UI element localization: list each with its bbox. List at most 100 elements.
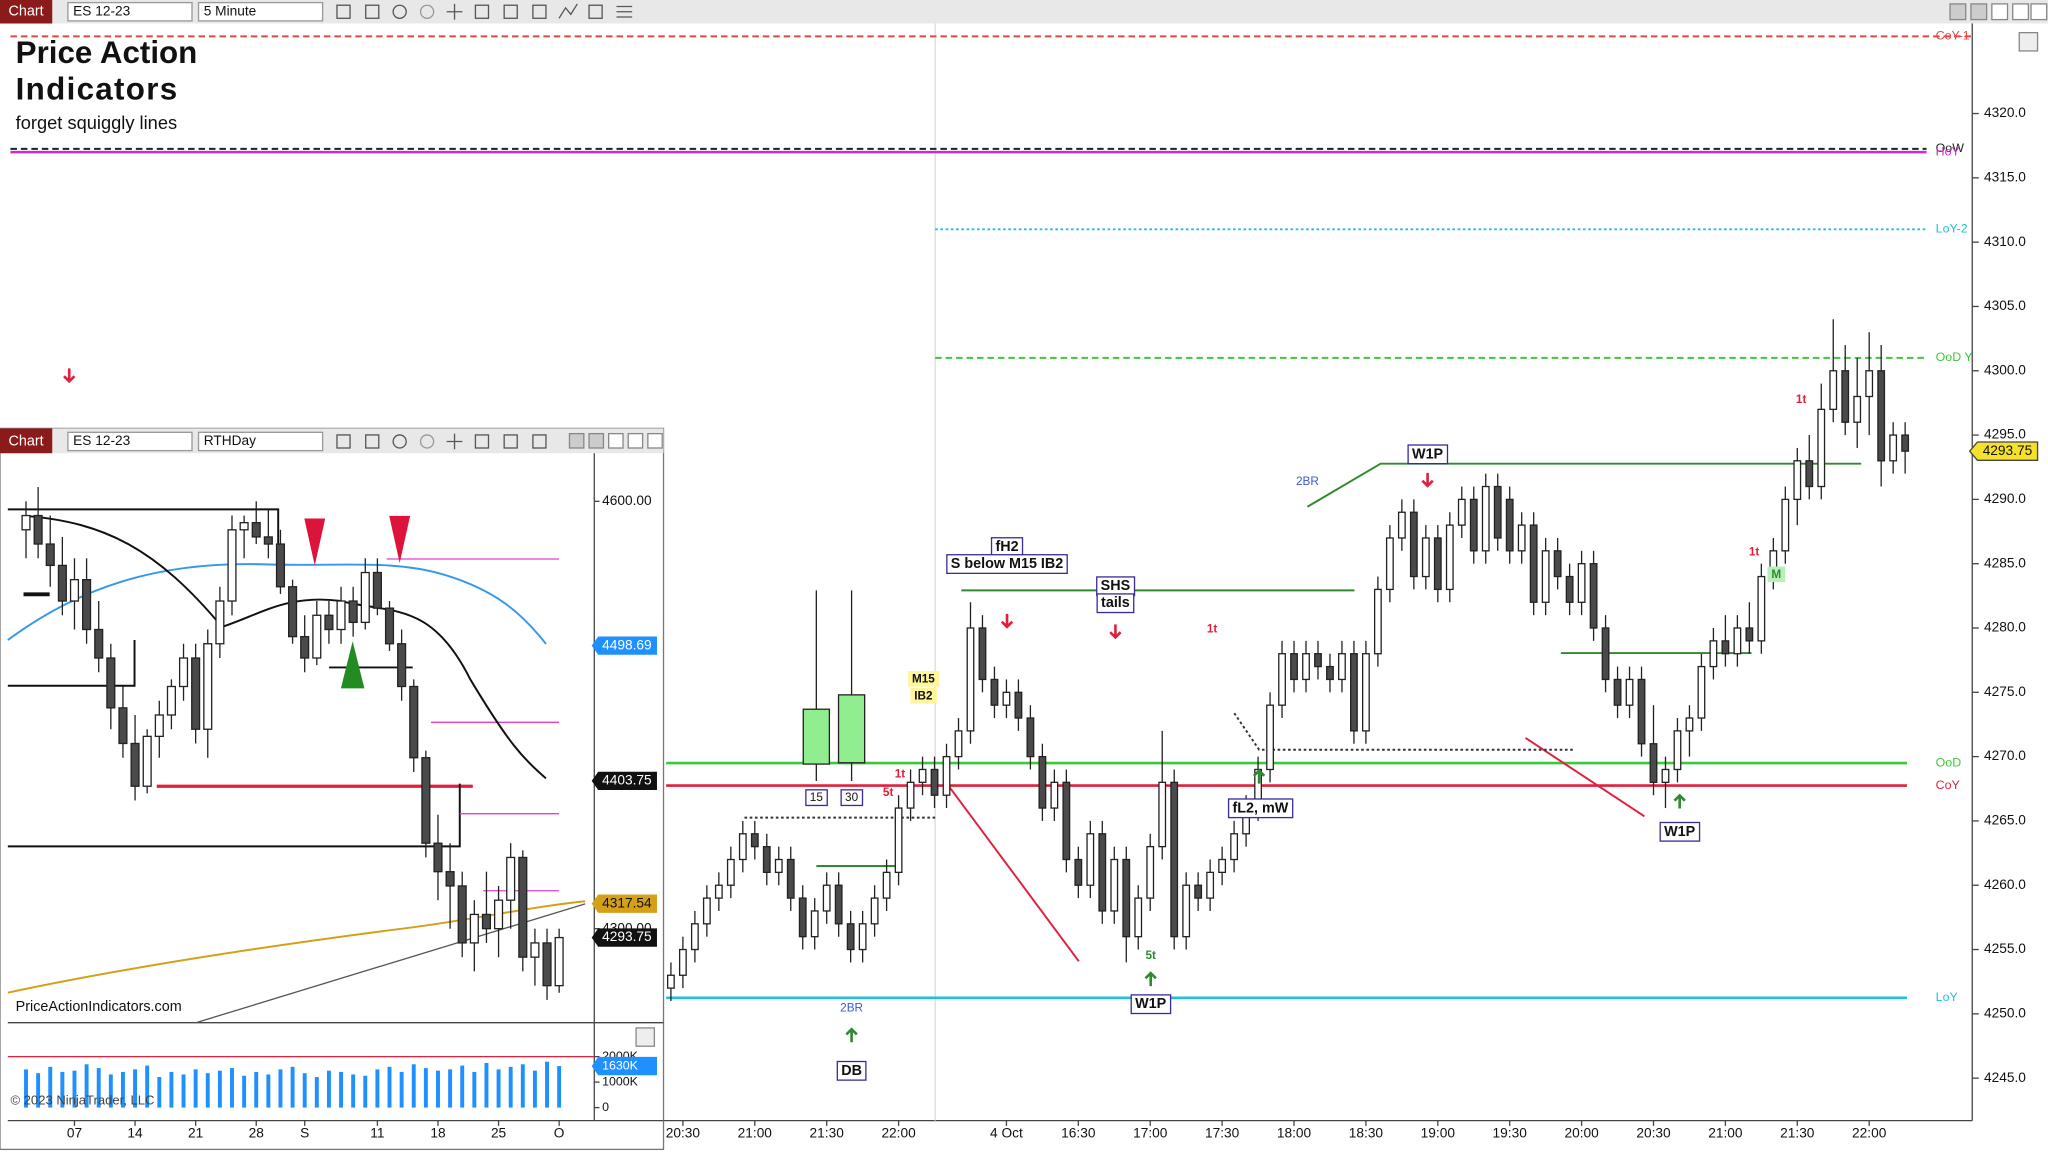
volume-bar [363, 1075, 368, 1108]
window-button[interactable] [1970, 3, 1988, 21]
panel-button[interactable] [635, 1027, 656, 1047]
candle-body [1745, 627, 1754, 642]
annotation: 15 [810, 791, 824, 804]
volume-bar [448, 1069, 453, 1108]
tool-icon[interactable] [474, 4, 490, 19]
interval-select[interactable] [197, 1, 324, 22]
annotation: 5t [883, 786, 894, 799]
x-tick-label: S [300, 1125, 309, 1140]
candle-body [942, 755, 951, 796]
candle-body [21, 514, 31, 531]
tool-icon[interactable] [532, 434, 547, 449]
study-line [946, 783, 1080, 962]
study-line [7, 783, 461, 848]
tool-icon[interactable] [365, 4, 380, 19]
tool-icon[interactable] [474, 434, 490, 449]
candle-body [1218, 858, 1227, 874]
study-line [1233, 712, 1574, 751]
tool-icon[interactable] [336, 4, 351, 19]
chart-tab[interactable] [0, 428, 53, 454]
volume-bar [60, 1071, 65, 1108]
panel-button[interactable] [2018, 31, 2039, 52]
instrument-select[interactable] [67, 431, 193, 452]
interval-select[interactable] [197, 431, 324, 452]
volume-bar [460, 1065, 465, 1108]
tool-icon[interactable] [446, 3, 463, 20]
volume-bar [411, 1064, 416, 1108]
candle-body [82, 579, 92, 631]
candle-body [1853, 395, 1862, 423]
candle-body [1781, 498, 1790, 552]
window-button[interactable] [568, 432, 585, 449]
candle-body [1002, 691, 1011, 706]
candle-body [154, 714, 164, 738]
tool-icon[interactable] [392, 434, 407, 449]
candle-body [1469, 498, 1478, 552]
volume-bar [48, 1066, 53, 1108]
tool-icon[interactable] [446, 433, 463, 450]
x-tick-label: 18 [430, 1125, 446, 1140]
y-tick-label: 4265.0 [1984, 813, 2026, 828]
annotation: tails [1101, 595, 1130, 611]
volume-tag-label: 1630K [602, 1058, 639, 1072]
price-tag-label: 4317.54 [602, 895, 652, 910]
window-button[interactable] [2030, 3, 2048, 21]
instrument-select[interactable] [67, 1, 193, 22]
candle-body [882, 871, 891, 899]
candle-body [1326, 665, 1334, 681]
tool-icon[interactable] [336, 434, 351, 449]
annotation: 2BR [1296, 475, 1319, 488]
x-tick-label: 20:00 [1564, 1125, 1599, 1140]
x-tick-label: 14 [127, 1125, 143, 1140]
candle-body [1350, 653, 1358, 732]
tool-icon[interactable] [365, 434, 380, 449]
candles [21, 487, 564, 1000]
candle-body [1697, 665, 1706, 719]
tool-icon[interactable] [616, 5, 633, 18]
subtitle: forget squiggly lines [16, 112, 177, 133]
candle-body [239, 522, 249, 531]
chart-tab[interactable] [0, 0, 53, 24]
candle-body [348, 600, 358, 624]
candle-body [1529, 524, 1538, 603]
window-button[interactable] [2012, 3, 2030, 21]
window-button[interactable] [607, 432, 624, 449]
tool-icon[interactable] [503, 4, 518, 19]
window-button[interactable] [647, 432, 663, 449]
volume-bar [266, 1074, 271, 1108]
y-tick-label: 4295.0 [1984, 427, 2026, 442]
window-button[interactable] [588, 432, 605, 449]
volume-bar [133, 1069, 138, 1108]
candle-body [1733, 627, 1742, 655]
window-button[interactable] [1949, 3, 1967, 21]
tool-icon[interactable] [503, 434, 518, 449]
annotation-box [946, 554, 1068, 575]
candle-body [714, 884, 723, 899]
annotation-box [805, 789, 828, 807]
candle-body [1577, 563, 1586, 603]
x-tick-label: 21:00 [1708, 1125, 1743, 1140]
toolbar-icons [336, 432, 663, 450]
tool-icon[interactable] [419, 434, 435, 449]
instrument-label: ES 12-23 [73, 433, 131, 448]
candle-body [1445, 524, 1454, 591]
window-button[interactable] [627, 432, 644, 449]
tool-icon[interactable] [419, 4, 435, 19]
tool-icon[interactable] [532, 4, 547, 19]
candle-body [69, 579, 80, 602]
candle-body [1817, 408, 1826, 488]
volume-bar [181, 1074, 186, 1108]
window-button[interactable] [1991, 3, 2009, 21]
x-tick-label: 07 [67, 1125, 82, 1140]
annotation: 1t [1207, 623, 1218, 636]
annotation-box [1767, 566, 1786, 583]
volume-bar [217, 1070, 222, 1108]
candle-body [203, 643, 213, 730]
candle-body [227, 529, 237, 602]
inset-frame [0, 427, 665, 1151]
tool-icon[interactable] [392, 4, 407, 19]
tool-icon[interactable] [558, 3, 578, 19]
toolbar-icons [336, 3, 633, 20]
annotation-box [908, 670, 940, 687]
tool-icon[interactable] [588, 4, 603, 19]
